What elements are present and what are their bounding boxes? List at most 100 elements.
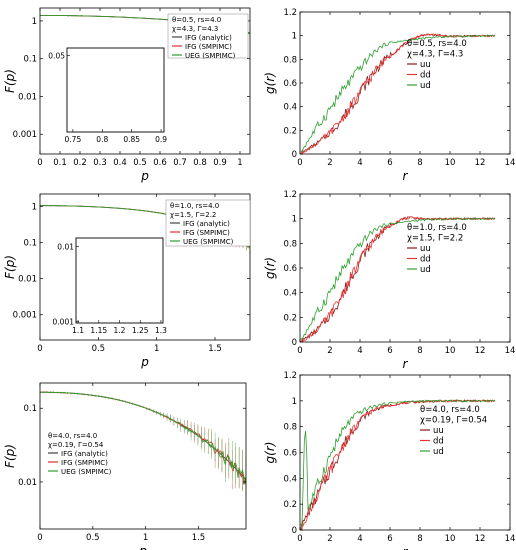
x-tick-label: 1.5 xyxy=(208,344,222,354)
legend-label: IFG (SMPIMC) xyxy=(183,229,230,237)
legend-title: θ=0.5, rs=4.0 xyxy=(407,39,467,49)
x-tick-label: 0.4 xyxy=(113,158,127,168)
legend-title: θ=4.0, rs=4.0 xyxy=(420,405,480,415)
x-tick-label: 0 xyxy=(297,158,302,168)
x-tick-label: 6 xyxy=(387,346,392,356)
y-tick-label: 0.4 xyxy=(283,103,297,113)
y-axis-label: F(p) xyxy=(3,255,17,279)
inset-x-tick-label: 0.9 xyxy=(155,135,167,144)
x-tick-label: 0.5 xyxy=(133,158,147,168)
inset-x-tick-label: 1.2 xyxy=(114,326,126,335)
legend-label: UEG (SMPIMC) xyxy=(183,238,234,246)
x-tick-label: 0.2 xyxy=(73,158,87,168)
y-tick-label: 0.001 xyxy=(13,130,37,140)
x-tick-label: 12 xyxy=(475,534,486,544)
x-axis-label: r xyxy=(403,357,409,371)
y-tick-label: 0.4 xyxy=(283,289,297,299)
x-tick-label: 0.5 xyxy=(86,533,100,543)
legend-title: θ=1.0, rs=4.0 xyxy=(170,202,219,210)
inset-x-tick-label: 0.85 xyxy=(123,135,140,144)
series-ud xyxy=(300,217,496,341)
x-tick-label: 6 xyxy=(387,534,392,544)
x-axis-label: r xyxy=(403,545,409,550)
legend-label: dd xyxy=(420,255,431,265)
legend-label: IFG (analytic) xyxy=(183,220,230,228)
legend-label: IFG (analytic) xyxy=(185,34,232,42)
legend-box xyxy=(167,13,249,59)
x-tick-label: 0.7 xyxy=(173,158,187,168)
x-tick-label: 0 xyxy=(297,346,302,356)
legend-label: IFG (analytic) xyxy=(61,450,108,458)
y-axis-label: g(r) xyxy=(263,442,277,464)
legend-label: IFG (SMPIMC) xyxy=(185,43,232,51)
y-tick-label: 0.1 xyxy=(23,238,37,248)
y-tick-label: 0.01 xyxy=(18,275,37,285)
inset-bg xyxy=(67,48,164,132)
x-tick-label: 4 xyxy=(357,158,362,168)
x-axis-label: p xyxy=(138,544,147,550)
x-tick-label: 0.8 xyxy=(193,158,207,168)
y-tick-label: 0.1 xyxy=(23,404,37,414)
inset-error-bars xyxy=(67,0,163,11)
inset-frame xyxy=(66,47,165,133)
y-axis-label: g(r) xyxy=(263,72,277,94)
x-tick-label: 0.3 xyxy=(93,158,107,168)
inset-x-tick-label: 1.1 xyxy=(72,326,84,335)
legend-title: χ=1.5, Γ=2.2 xyxy=(170,211,216,219)
Fp2-frame xyxy=(39,193,251,341)
legend-title: θ=0.5, rs=4.0 xyxy=(172,16,221,24)
x-tick-label: 8 xyxy=(417,346,422,356)
y-tick-label: 0 xyxy=(292,150,297,160)
x-tick-label: 8 xyxy=(417,158,422,168)
x-tick-label: 0.6 xyxy=(153,158,167,168)
x-tick-label: 2 xyxy=(327,158,332,168)
y-tick-label: 0 xyxy=(292,526,297,536)
y-axis-label: F(p) xyxy=(3,69,17,93)
inset-x-tick-label: 1.3 xyxy=(155,326,167,335)
x-tick-label: 14 xyxy=(505,346,516,356)
inset-y-tick-label: 0.001 xyxy=(53,317,75,326)
legend-label: ud xyxy=(433,447,444,457)
inset-series xyxy=(67,0,164,6)
y-tick-label: 0.2 xyxy=(283,500,297,510)
y-tick-label: 0.6 xyxy=(283,264,297,274)
y-tick-label: 0 xyxy=(292,338,297,348)
x-tick-label: 10 xyxy=(445,346,456,356)
y-tick-label: 0.8 xyxy=(283,239,297,249)
x-tick-label: 12 xyxy=(475,346,486,356)
x-tick-label: 10 xyxy=(445,158,456,168)
y-axis-label: F(p) xyxy=(3,444,17,468)
x-axis-label: p xyxy=(140,169,149,183)
series-ud xyxy=(300,34,496,153)
legend-title: χ=4.3, Γ=4.3 xyxy=(172,25,218,33)
inset-series xyxy=(67,0,164,6)
series-dd xyxy=(300,216,496,342)
inset-series xyxy=(67,0,164,5)
inset-bg xyxy=(76,238,163,323)
x-tick-label: 0.9 xyxy=(213,158,227,168)
series-uu xyxy=(300,33,496,154)
legend-label: UEG (SMPIMC) xyxy=(185,52,236,60)
x-tick-label: 1 xyxy=(237,158,242,168)
legend-label: ud xyxy=(420,81,431,91)
x-tick-label: 4 xyxy=(357,346,362,356)
y-axis-label: g(r) xyxy=(263,257,277,279)
x-tick-label: 8 xyxy=(417,534,422,544)
legend-title: χ=4.3, Γ=4.3 xyxy=(407,50,463,60)
Fp3-frame xyxy=(39,382,247,530)
series-ueg-smpimc- xyxy=(40,391,246,485)
x-tick-label: 1 xyxy=(143,533,148,543)
g1-frame xyxy=(299,11,511,155)
Fp3-plot xyxy=(40,391,246,498)
legend-label: ud xyxy=(420,265,431,275)
legend-label: IFG (SMPIMC) xyxy=(61,459,108,467)
y-tick-label: 1.2 xyxy=(283,190,297,200)
x-axis-label: r xyxy=(403,169,409,183)
y-tick-label: 1.2 xyxy=(283,8,297,18)
legend-label: uu xyxy=(433,426,444,436)
y-tick-label: 0.8 xyxy=(283,55,297,65)
x-tick-label: 1 xyxy=(154,344,159,354)
x-tick-label: 0.1 xyxy=(53,158,67,168)
series-ud xyxy=(300,399,496,527)
legend-label: dd xyxy=(433,437,444,447)
